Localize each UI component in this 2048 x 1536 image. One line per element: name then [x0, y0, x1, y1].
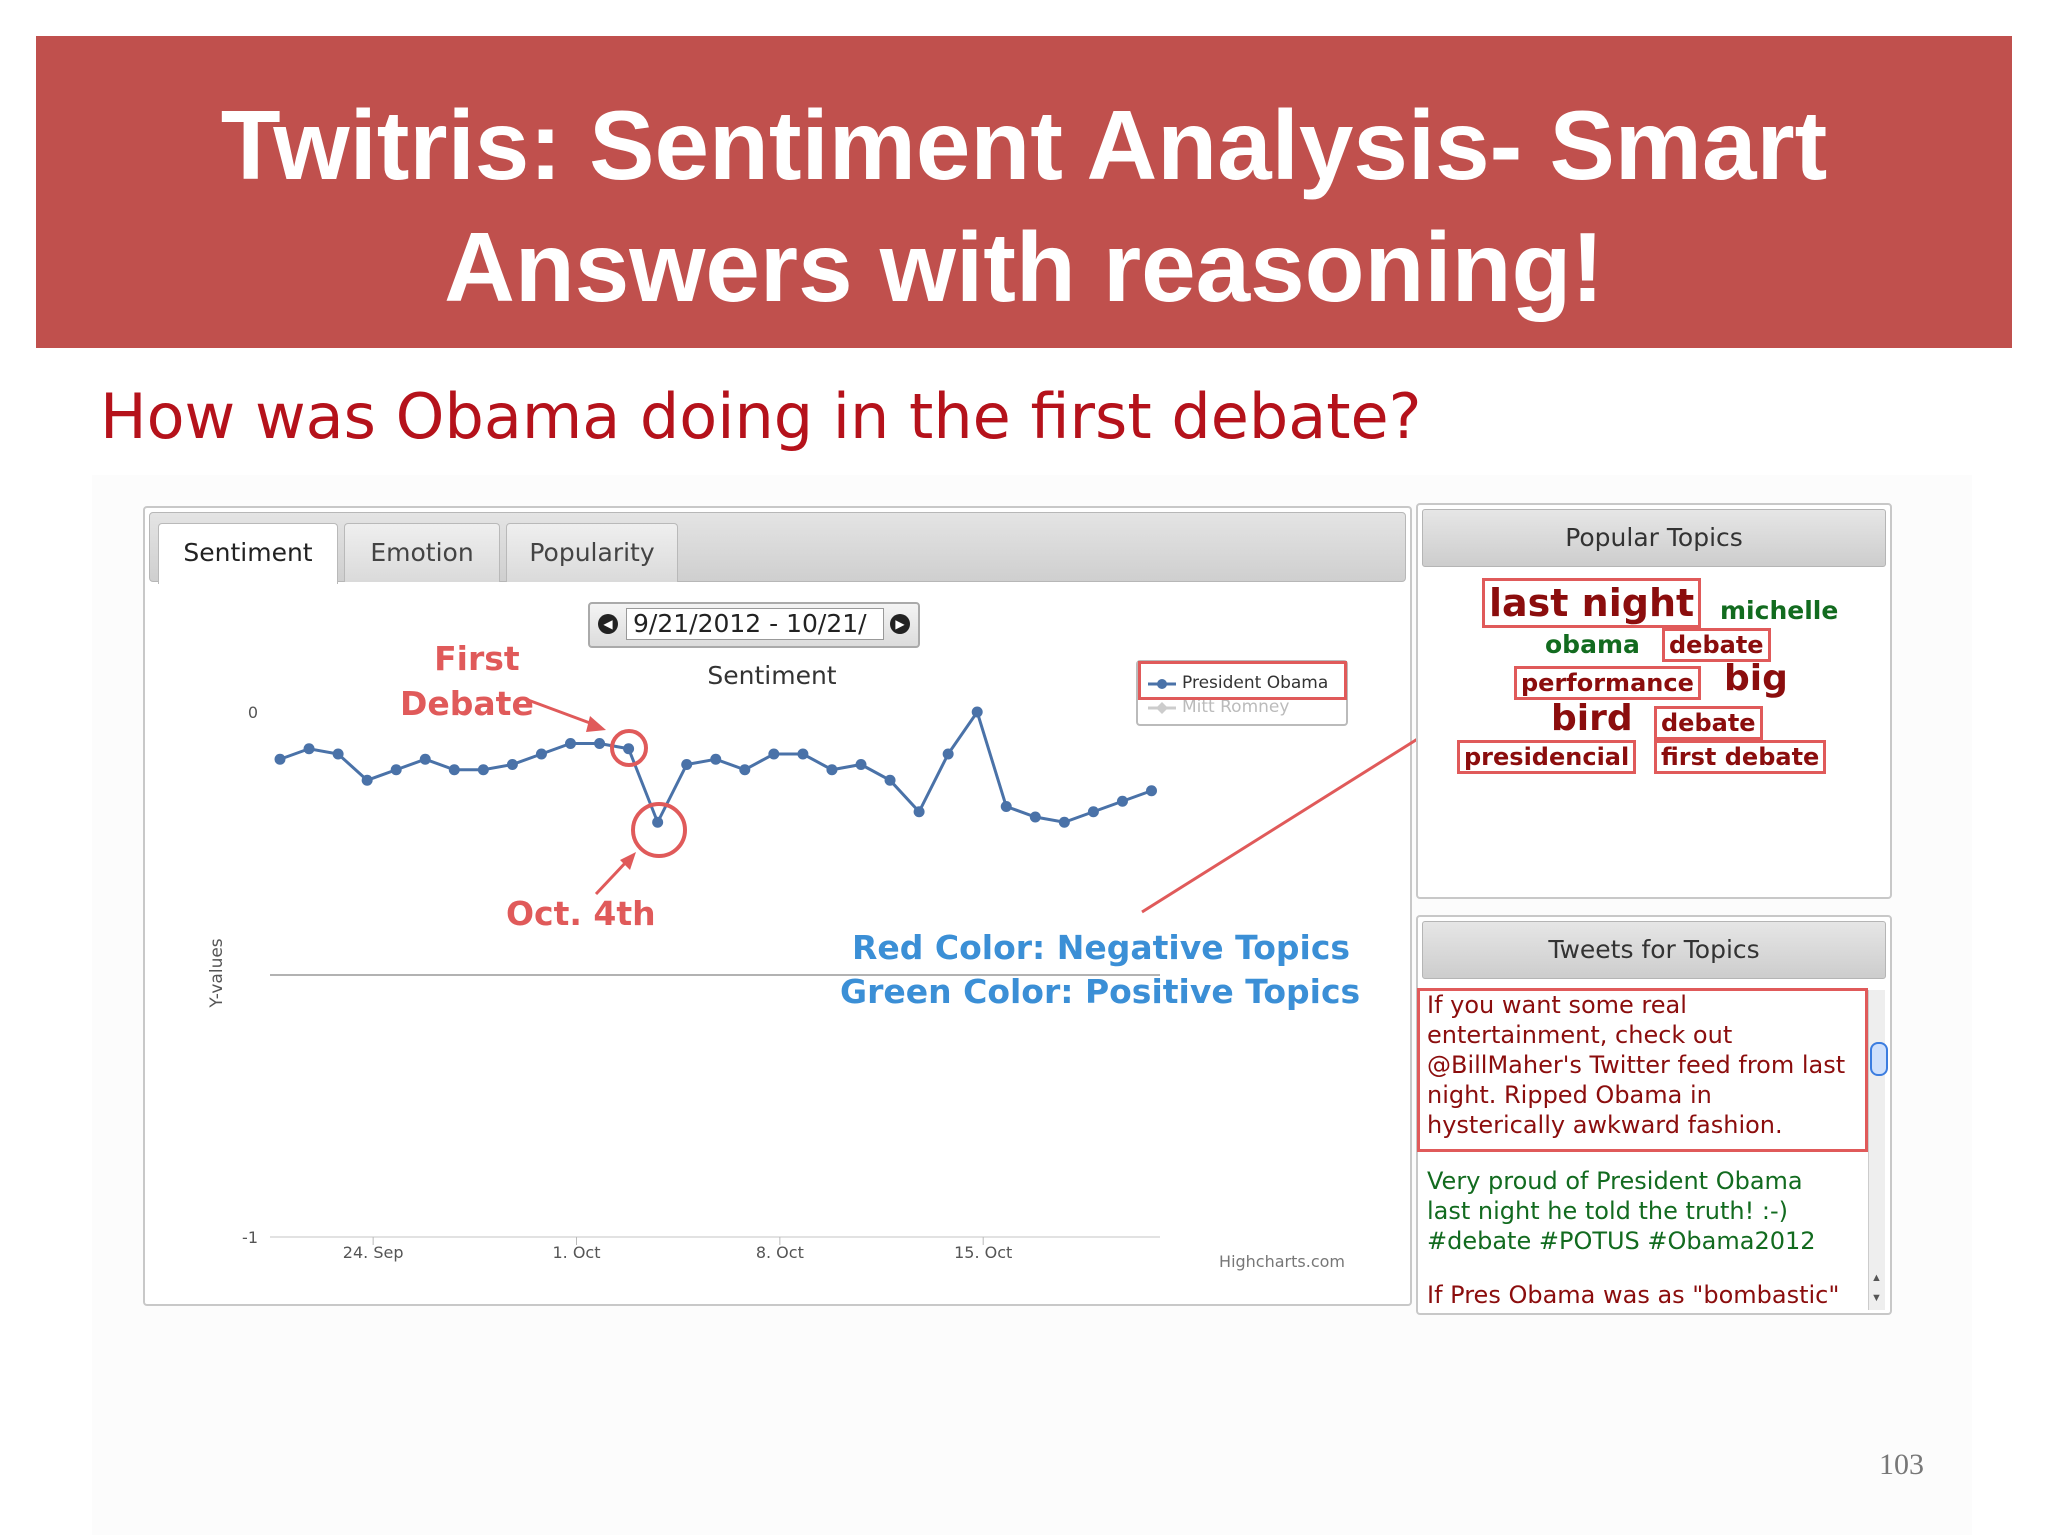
tab-emotion[interactable]: Emotion [344, 523, 500, 582]
data-point[interactable] [884, 774, 896, 786]
oct4-arrow [594, 858, 630, 896]
topic-performance[interactable]: performance [1514, 666, 1701, 700]
topics-arrow [1141, 704, 1471, 914]
legend-highlight-box [1138, 661, 1347, 700]
data-point[interactable] [710, 753, 722, 765]
page-number: 103 [1879, 1448, 1924, 1481]
chart-credits[interactable]: Highcharts.com [1219, 1252, 1345, 1271]
data-point[interactable] [739, 764, 751, 776]
data-point[interactable] [361, 774, 373, 786]
legend-item-obama[interactable]: President Obama [1182, 673, 1329, 693]
negative-topics-note: Red Color: Negative Topics [852, 928, 1351, 967]
legend-item-romney[interactable]: Mitt Romney [1182, 697, 1290, 717]
data-point[interactable] [942, 748, 954, 760]
data-point[interactable] [623, 743, 635, 755]
scroll-up-icon[interactable]: ▲ [1871, 1272, 1882, 1284]
y-tick-label: 0 [248, 703, 258, 722]
slide-title-line2: Answers with reasoning! [444, 212, 1604, 322]
topic-last-night[interactable]: last night [1482, 578, 1702, 628]
next-arrow-icon[interactable]: ▶ [890, 614, 910, 634]
title-banner: Twitris: Sentiment Analysis- Smart Answe… [36, 36, 2012, 348]
slide-title-line1: Twitris: Sentiment Analysis- Smart [220, 90, 1828, 200]
first-debate-arrowhead [586, 716, 606, 732]
x-tick-label: 8. Oct [756, 1243, 804, 1262]
topic-presidencial[interactable]: presidencial [1457, 740, 1637, 774]
data-point[interactable] [332, 748, 344, 760]
date-range-picker: ◀ 9/21/2012 - 10/21/ ▶ [588, 602, 920, 648]
data-point[interactable] [971, 706, 983, 718]
x-tick-label: 1. Oct [552, 1243, 600, 1262]
topic-bird[interactable]: bird [1551, 698, 1633, 739]
data-point[interactable] [1087, 806, 1099, 818]
topic-debate-1[interactable]: debate [1662, 628, 1771, 662]
oct4-arrowhead [620, 852, 636, 870]
data-point[interactable] [448, 764, 460, 776]
tab-bar: Sentiment Emotion Popularity [149, 512, 1406, 584]
slide-title: Twitris: Sentiment Analysis- Smart Answe… [36, 84, 2012, 328]
first-debate-circle [610, 729, 648, 767]
tweet-highlight-box [1417, 988, 1868, 1152]
first-debate-line2: Debate [400, 684, 534, 723]
slide-question: How was Obama doing in the first debate? [100, 380, 1422, 453]
tab-popularity[interactable]: Popularity [506, 523, 678, 582]
data-point[interactable] [419, 753, 431, 765]
chart-title: Sentiment [707, 661, 836, 690]
tweet-item-3[interactable]: If Pres Obama was as "bombastic" [1427, 1281, 1840, 1309]
data-point[interactable] [797, 748, 809, 760]
data-point[interactable] [1000, 801, 1012, 812]
data-point[interactable] [303, 743, 315, 755]
tweets-panel: Tweets for Topics [1416, 915, 1892, 1315]
data-point[interactable] [1116, 795, 1128, 807]
data-point[interactable] [1146, 785, 1157, 797]
first-debate-line1: First [434, 639, 520, 678]
y-tick-label: -1 [242, 1228, 258, 1247]
oct4-circle [631, 802, 687, 858]
tweet-item-2[interactable]: Very proud of President Obama last night… [1427, 1167, 1816, 1255]
data-point[interactable] [768, 748, 780, 760]
oct4-annotation: Oct. 4th [506, 894, 656, 933]
data-point[interactable] [652, 816, 664, 828]
data-point[interactable] [1058, 816, 1070, 828]
topic-big[interactable]: big [1724, 658, 1788, 699]
series-line [279, 708, 1153, 826]
scroll-down-icon[interactable]: ▼ [1871, 1292, 1882, 1304]
tweets-header: Tweets for Topics [1422, 921, 1886, 979]
positive-topics-note: Green Color: Positive Topics [840, 972, 1361, 1011]
first-debate-annotation: First Debate [400, 636, 534, 726]
data-point[interactable] [826, 764, 838, 776]
scrollbar-thumb[interactable] [1870, 1042, 1888, 1076]
prev-arrow-icon[interactable]: ◀ [598, 614, 618, 634]
data-point[interactable] [477, 764, 489, 776]
first-debate-arrow [527, 698, 599, 728]
data-point[interactable] [594, 738, 606, 749]
chart-legend: President Obama Mitt Romney [1136, 660, 1348, 726]
topic-obama[interactable]: obama [1545, 630, 1640, 659]
data-point[interactable] [506, 759, 518, 770]
data-point[interactable] [1029, 811, 1041, 823]
data-point[interactable] [274, 753, 286, 765]
x-tick-label: 15. Oct [954, 1243, 1012, 1262]
data-point[interactable] [390, 764, 402, 776]
topic-first-debate[interactable]: first debate [1654, 740, 1827, 774]
data-point[interactable] [535, 748, 547, 760]
tweet-item-1[interactable]: If you want some real entertainment, che… [1427, 991, 1846, 1139]
tab-sentiment[interactable]: Sentiment [158, 523, 338, 584]
data-point[interactable] [913, 806, 925, 818]
topic-debate-2[interactable]: debate [1654, 706, 1763, 740]
y-axis-label: Y-values [207, 938, 227, 1008]
data-point[interactable] [565, 738, 576, 749]
data-point[interactable] [681, 759, 693, 770]
x-tick-label: 24. Sep [343, 1243, 404, 1262]
popular-topics-header: Popular Topics [1422, 509, 1886, 567]
date-range-field[interactable]: 9/21/2012 - 10/21/ [626, 608, 884, 640]
tweets-scrollbar[interactable]: ▲ ▼ [1868, 990, 1888, 1310]
popular-topics-panel: Popular Topics [1416, 503, 1892, 899]
data-point[interactable] [855, 759, 867, 770]
topic-michelle[interactable]: michelle [1720, 596, 1839, 625]
legend-markers [1148, 679, 1176, 714]
